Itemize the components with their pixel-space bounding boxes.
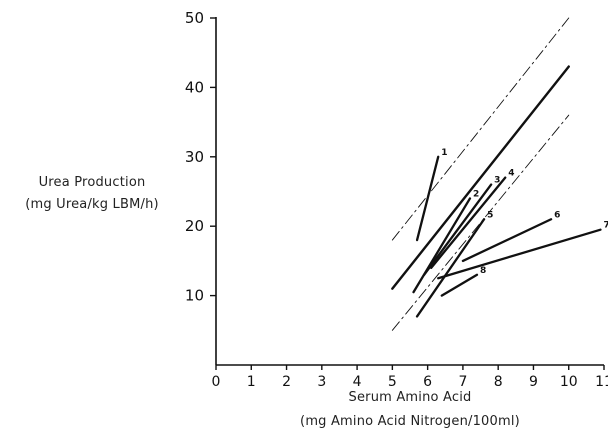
x-tick-label: 7 [458, 374, 467, 390]
subject-line-5 [415, 218, 486, 318]
confidence-line [391, 114, 570, 331]
x-tick-label: 11 [595, 374, 608, 390]
x-tick-label: 8 [494, 374, 503, 390]
series-label-1: 1 [441, 148, 447, 158]
subject-line-8 [440, 273, 479, 297]
subject-line-3 [422, 183, 493, 276]
subject-line-6 [461, 218, 553, 263]
y-tick-label: 10 [185, 287, 204, 305]
y-axis-label-line-2: (mg Urea/kg LBM/h) [25, 197, 159, 212]
x-tick-label: 10 [560, 374, 578, 390]
confidence-line [391, 17, 570, 241]
series-label-6: 6 [554, 210, 560, 220]
y-tick-label: 30 [185, 148, 204, 166]
regression-line [391, 65, 570, 290]
x-axis-label: Serum Amino Acid (mg Amino Acid Nitrogen… [240, 386, 580, 434]
x-tick-label: 9 [529, 374, 538, 390]
x-axis-label-line-2: (mg Amino Acid Nitrogen/100ml) [300, 414, 520, 429]
y-axis-label: Urea Production (mg Urea/kg LBM/h) [2, 172, 182, 216]
series-label-3: 3 [494, 176, 500, 186]
subject-line-7 [437, 228, 602, 280]
subject-line-4 [430, 176, 507, 269]
y-axis-label-line-1: Urea Production [38, 175, 146, 190]
y-tick-label: 40 [185, 78, 204, 96]
series-label-4: 4 [508, 169, 514, 179]
x-tick-label: 6 [423, 374, 432, 390]
series-label-7: 7 [603, 221, 608, 231]
x-axis-label-line-1: Serum Amino Acid [348, 390, 472, 405]
subject-line-2 [412, 197, 472, 294]
series-label-2: 2 [473, 189, 479, 199]
x-tick-label: 2 [282, 374, 291, 390]
series-label-8: 8 [480, 266, 486, 276]
x-tick-label: 0 [212, 374, 221, 390]
x-tick-label: 5 [388, 374, 397, 390]
y-tick-label: 50 [185, 9, 204, 27]
x-tick-label: 1 [247, 374, 256, 390]
x-tick-label: 3 [317, 374, 326, 390]
y-tick-label: 20 [185, 217, 204, 235]
series-label-5: 5 [487, 210, 493, 220]
x-tick-label: 4 [353, 374, 362, 390]
subject-line-1 [415, 155, 440, 242]
